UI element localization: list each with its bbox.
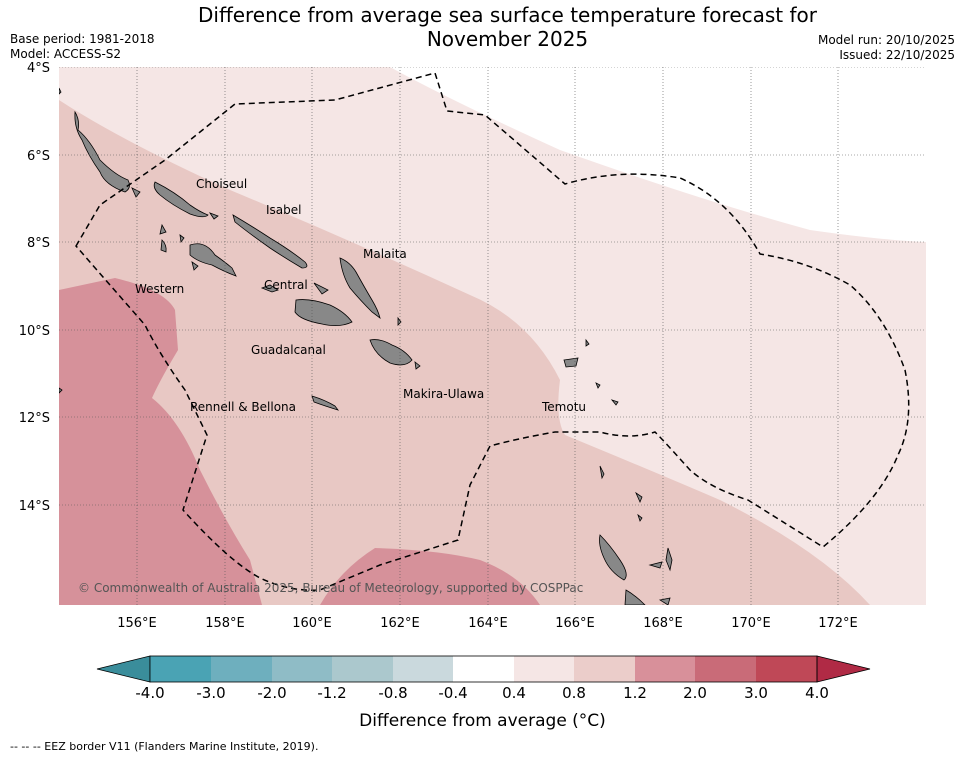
colorbar-tick: -0.4 (438, 684, 467, 700)
map-fill (59, 67, 926, 605)
place-western: Western (135, 282, 184, 296)
colorbar-label-text: Difference from average (°C) (359, 711, 606, 731)
colorbar: -4.0 -3.0 -2.0 -1.2 -0.8 -0.4 0.4 0.8 1.… (96, 655, 871, 700)
map-canvas: 4°S 6°S 8°S 10°S 12°S 14°S 156°E 158°E 1… (19, 61, 926, 700)
meta-right: Model run: 20/10/2025 Issued: 22/10/2025 (818, 33, 955, 63)
colorbar-swatch (332, 656, 393, 682)
colorbar-swatch (574, 656, 635, 682)
colorbar-frame (149, 655, 818, 683)
lat-label: 12°S (19, 411, 50, 426)
place-labels: Choiseul Isabel Malaita Western Central … (135, 177, 586, 414)
colorbar-tick: -2.0 (257, 684, 286, 700)
colorbar-swatch (211, 656, 272, 682)
lon-axis: 156°E 158°E 160°E 162°E 164°E 166°E 168°… (117, 616, 858, 631)
lon-label: 164°E (468, 616, 508, 631)
colorbar-tick: 2.0 (683, 684, 707, 700)
gridlines (59, 67, 926, 605)
model-run: Model run: 20/10/2025 (817, 33, 955, 47)
eez-footnote: -- -- -- EEZ border V11 (Flanders Marine… (10, 740, 319, 753)
anomaly-band-1.2-2.0-west (59, 278, 262, 605)
title-line-2: November 2025 (426, 27, 589, 51)
lat-label: 4°S (27, 61, 50, 76)
lat-label: 10°S (19, 324, 50, 339)
map-title: Difference from average sea surface temp… (150, 3, 865, 51)
colorbar-tick: -0.8 (378, 684, 407, 700)
base-period: Base period: 1981-2018 (10, 32, 155, 46)
lon-label: 168°E (643, 616, 683, 631)
place-makira-ulawa: Makira-Ulawa (403, 387, 484, 401)
place-central: Central (264, 278, 308, 292)
place-choiseul: Choiseul (196, 177, 247, 191)
colorbar-swatch (272, 656, 332, 682)
colorbar-ticks: -4.0 -3.0 -2.0 -1.2 -0.8 -0.4 0.4 0.8 1.… (135, 684, 829, 700)
anomaly-band-1.2-2.0-south (320, 548, 540, 605)
place-isabel: Isabel (266, 203, 301, 217)
lat-label: 14°S (19, 499, 50, 514)
colorbar-swatch (453, 656, 514, 682)
lon-label: 172°E (818, 616, 858, 631)
colorbar-swatch (695, 656, 756, 682)
colorbar-extend-low (96, 655, 151, 683)
islands (59, 87, 673, 605)
colorbar-extend-high (816, 655, 871, 683)
lon-label: 160°E (292, 616, 332, 631)
meta-left: Base period: 1981-2018 Model: ACCESS-S2 (10, 32, 155, 62)
anomaly-band-0.8-1.2 (59, 100, 870, 605)
lon-label: 156°E (117, 616, 157, 631)
place-malaita: Malaita (363, 247, 407, 261)
colorbar-tick: 4.0 (805, 684, 829, 700)
colorbar-label: Difference from average (°C) (0, 711, 965, 731)
model-name: Model: ACCESS-S2 (10, 47, 122, 61)
colorbar-swatch (635, 656, 695, 682)
colorbar-swatch (393, 656, 453, 682)
colorbar-tick: 3.0 (744, 684, 768, 700)
lat-label: 6°S (27, 149, 50, 164)
place-temotu: Temotu (541, 400, 586, 414)
lon-label: 162°E (380, 616, 420, 631)
issued-date: Issued: 22/10/2025 (839, 48, 955, 62)
colorbar-tick: -3.0 (196, 684, 225, 700)
colorbar-tick: 0.4 (502, 684, 526, 700)
colorbar-tick: -1.2 (317, 684, 346, 700)
lat-label: 8°S (27, 236, 50, 251)
lon-label: 158°E (205, 616, 245, 631)
title-line-1: Difference from average sea surface temp… (197, 3, 817, 27)
copyright-notice: © Commonwealth of Australia 2025, Bureau… (78, 581, 583, 595)
place-rennell-bellona: Rennell & Bellona (190, 400, 296, 414)
colorbar-swatch (514, 656, 574, 682)
colorbar-swatch (150, 656, 211, 682)
lon-label: 166°E (555, 616, 595, 631)
eez-border (75, 72, 910, 591)
lon-label: 170°E (731, 616, 771, 631)
colorbar-tick: 1.2 (623, 684, 647, 700)
colorbar-swatch (756, 656, 817, 682)
colorbar-tick: -4.0 (135, 684, 164, 700)
colorbar-tick: 0.8 (562, 684, 586, 700)
lat-axis: 4°S 6°S 8°S 10°S 12°S 14°S (19, 61, 50, 514)
place-guadalcanal: Guadalcanal (251, 343, 326, 357)
